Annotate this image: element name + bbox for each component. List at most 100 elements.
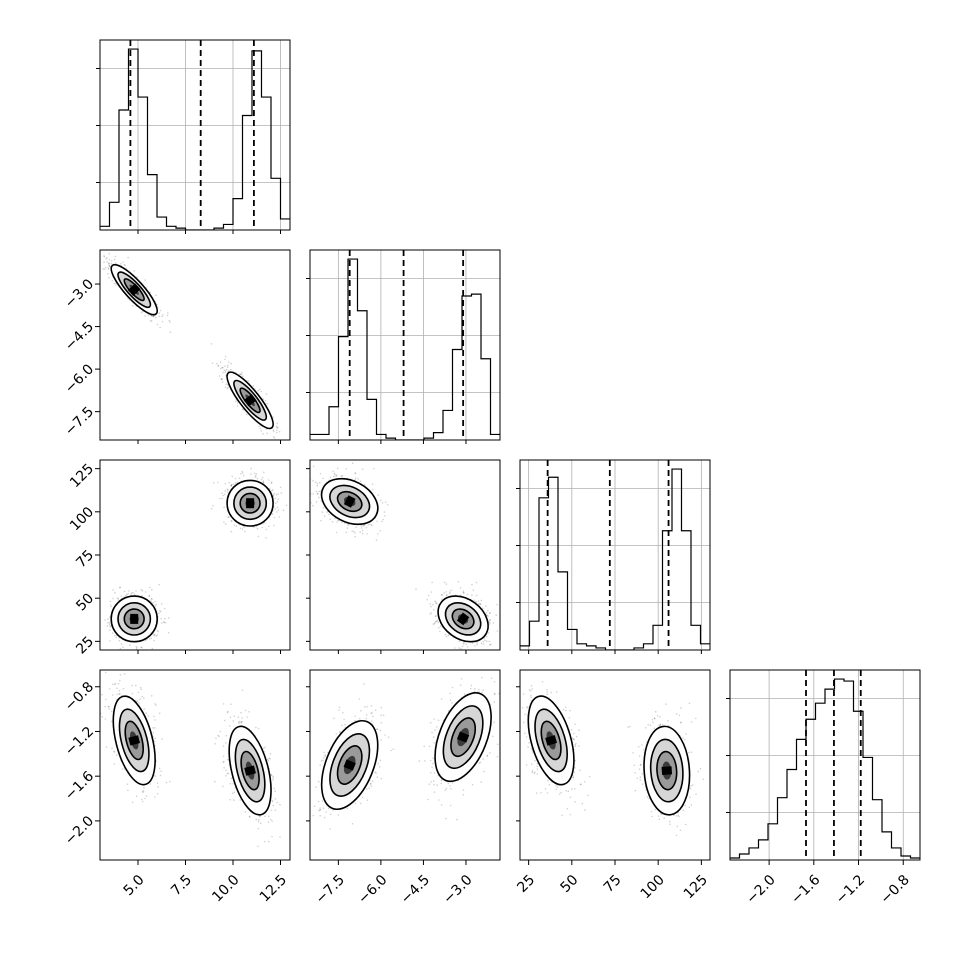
- scatter-point: [131, 801, 134, 804]
- histogram-step-3: [730, 678, 920, 859]
- scatter-point: [462, 590, 465, 592]
- scatter-point: [140, 646, 142, 649]
- scatter-point: [471, 583, 473, 586]
- scatter-point: [329, 518, 331, 521]
- scatter-point: [135, 652, 137, 654]
- contour-line-0: [226, 371, 274, 430]
- scatter-point: [482, 640, 485, 643]
- scatter-point: [312, 493, 314, 495]
- scatter-point: [237, 716, 240, 718]
- scatter-point: [351, 530, 354, 532]
- scatter-point: [435, 601, 437, 603]
- contour-line-0: [110, 595, 158, 643]
- scatter-point: [106, 261, 108, 263]
- scatter-point: [130, 594, 132, 596]
- scatter-point: [305, 504, 307, 506]
- scatter-point: [426, 599, 428, 601]
- scatter-point: [143, 708, 145, 710]
- scatter-point: [210, 508, 213, 510]
- density-cluster-0: [110, 595, 158, 643]
- scatter-point: [373, 467, 375, 470]
- scatter-content-0-1: [102, 252, 281, 439]
- scatter-point: [276, 506, 279, 509]
- scatter-point: [489, 643, 492, 646]
- scatter-point: [432, 604, 434, 606]
- scatter-point: [340, 521, 343, 523]
- scatter-point: [380, 499, 382, 502]
- scatter-point: [430, 591, 433, 593]
- scatter-point: [315, 490, 318, 493]
- scatter-point: [228, 481, 231, 484]
- scatter-point: [466, 593, 469, 596]
- scatter-point: [463, 642, 465, 644]
- scatter-point: [108, 262, 110, 265]
- scatter-point: [271, 513, 274, 515]
- scatter-point: [158, 767, 161, 770]
- scatter-point: [248, 711, 250, 713]
- scatter-point: [156, 792, 159, 795]
- scatter-point: [225, 368, 228, 371]
- contour-line-2: [239, 492, 261, 514]
- density-cluster-0: [112, 695, 156, 786]
- scatter-point: [260, 430, 263, 432]
- scatter-point: [262, 398, 264, 400]
- scatter-point: [257, 535, 260, 538]
- scatter-point: [237, 721, 240, 723]
- density-peak: [343, 495, 356, 508]
- scatter-point: [265, 393, 268, 395]
- scatter-point: [236, 405, 239, 407]
- scatter-point: [276, 426, 278, 429]
- scatter-point: [236, 481, 239, 484]
- scatter-point: [475, 600, 477, 603]
- scatter-point: [219, 497, 221, 500]
- scatter-point: [293, 528, 295, 530]
- scatter-point: [154, 775, 157, 777]
- scatter-point: [265, 428, 268, 431]
- contour-line-1: [117, 602, 152, 636]
- scatter-point: [230, 368, 232, 371]
- scatter-point: [244, 709, 247, 712]
- scatter-point: [370, 523, 372, 526]
- scatter-point: [458, 640, 461, 643]
- scatter-point: [135, 590, 137, 592]
- scatter-point: [149, 783, 152, 785]
- scatter-point: [137, 691, 140, 694]
- scatter-point: [108, 252, 110, 255]
- scatter-point: [444, 633, 447, 636]
- scatter-point: [473, 599, 476, 601]
- scatter-point: [221, 378, 223, 381]
- density-peak: [128, 735, 141, 746]
- scatter-point: [107, 267, 110, 269]
- scatter-point: [227, 758, 229, 761]
- scatter-point: [150, 600, 152, 602]
- scatter-point: [353, 530, 355, 533]
- scatter-point: [122, 261, 124, 263]
- scatter-point: [233, 799, 235, 801]
- scatter-point: [436, 619, 439, 622]
- density-cluster-1: [226, 479, 274, 527]
- scatter-point: [484, 605, 487, 607]
- scatter-point: [254, 475, 257, 477]
- scatter-point: [300, 478, 302, 480]
- scatter-point: [257, 389, 259, 392]
- scatter-point: [375, 539, 378, 541]
- scatter-point: [110, 260, 113, 262]
- scatter-point: [266, 432, 269, 435]
- scatter-point: [141, 800, 144, 803]
- scatter-point: [239, 373, 241, 376]
- scatter-point: [153, 315, 155, 318]
- scatter-point: [263, 522, 266, 524]
- scatter-point: [477, 600, 480, 602]
- scatter-point: [230, 777, 233, 780]
- scatter-point: [227, 710, 229, 713]
- scatter-point: [441, 594, 444, 596]
- scatter-point: [462, 591, 465, 594]
- scatter-point: [116, 597, 119, 599]
- scatter-point: [231, 475, 233, 478]
- scatter-point: [489, 611, 491, 614]
- scatter-point: [132, 591, 134, 594]
- scatter-point: [454, 647, 456, 649]
- scatter-point: [104, 266, 107, 269]
- scatter-point: [256, 527, 259, 530]
